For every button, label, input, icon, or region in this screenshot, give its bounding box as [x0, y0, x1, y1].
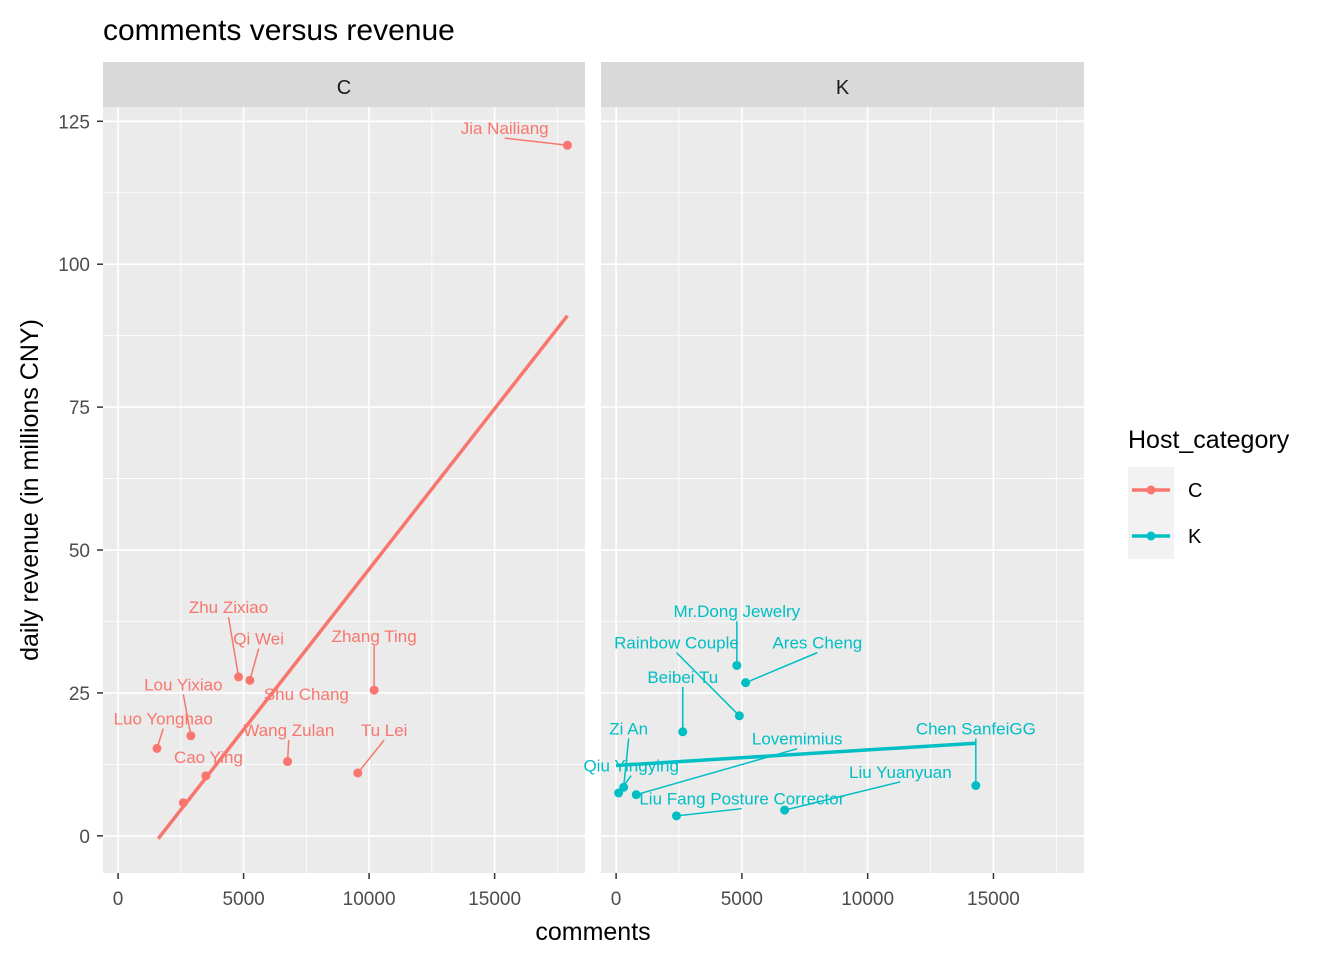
point-label: Mr.Dong Jewelry	[674, 602, 801, 621]
x-tick-label: 15000	[967, 889, 1020, 910]
data-point	[186, 731, 196, 741]
y-tick-label: 100	[58, 255, 90, 276]
point-label: Luo Yonghao	[114, 710, 213, 729]
label-segment	[504, 137, 568, 147]
point-label: Qi Wei	[233, 630, 284, 649]
point-label: Ares Cheng	[772, 634, 862, 653]
data-point	[178, 798, 188, 808]
y-tick-label: 50	[69, 541, 90, 562]
point-label: Zhu Zixiao	[189, 598, 268, 617]
data-point	[741, 678, 751, 688]
data-point	[732, 660, 742, 670]
label-segment	[636, 747, 798, 796]
data-point	[631, 790, 641, 800]
y-tick-label: 125	[58, 112, 90, 133]
data-point	[671, 811, 681, 821]
label-segment	[227, 617, 240, 678]
legend-title: Host_category	[1128, 426, 1290, 454]
trend-line	[615, 741, 976, 768]
label-segment	[676, 807, 742, 817]
trend-line	[156, 314, 569, 840]
point-label: Liu Fang Posture Corrector	[639, 790, 844, 809]
x-tick-label: 5000	[721, 889, 763, 910]
data-point	[614, 788, 624, 798]
point-label: Zi An	[609, 719, 648, 738]
data-point	[353, 768, 363, 778]
facet-strip	[601, 62, 1084, 107]
panel-background	[601, 107, 1084, 873]
panel-background	[103, 107, 585, 873]
x-tick-label: 15000	[468, 889, 521, 910]
data-point	[234, 672, 244, 682]
x-tick-label: 0	[113, 889, 124, 910]
x-tick-label: 10000	[343, 889, 396, 910]
facet-strip-label: C	[337, 77, 351, 99]
legend-label: K	[1188, 526, 1202, 548]
facet-strip	[103, 62, 585, 107]
x-axis-title: comments	[535, 918, 650, 946]
data-point	[283, 757, 293, 767]
legend-key-point	[1146, 531, 1156, 541]
point-label: Beibei Tu	[647, 668, 718, 687]
point-label: Liu Yuanyuan	[849, 763, 952, 782]
point-label: Chen SanfeiGG	[916, 719, 1036, 738]
data-point	[245, 675, 255, 685]
facet-strip-label: K	[836, 77, 850, 99]
x-tick-label: 0	[611, 889, 622, 910]
data-point	[152, 743, 162, 753]
y-tick-label: 75	[69, 398, 90, 419]
data-point	[780, 805, 790, 815]
legend: Host_category C K	[1128, 426, 1290, 559]
data-point	[369, 685, 379, 695]
point-label: Lovemimius	[752, 730, 843, 749]
label-segment	[182, 694, 192, 736]
data-point	[562, 140, 572, 150]
data-point	[971, 781, 981, 791]
point-label: Jia Nailiang	[461, 119, 549, 138]
y-axis-title: daily revenue (in millions CNY)	[16, 319, 44, 661]
label-segment	[784, 781, 901, 811]
point-label: Wang Zulan	[243, 721, 334, 740]
label-segment	[745, 651, 818, 684]
x-tick-label: 5000	[222, 889, 264, 910]
point-label: Lou Yixiao	[144, 675, 222, 694]
label-segment	[622, 738, 630, 788]
y-tick-label: 25	[69, 684, 90, 705]
point-label: Cao Ying	[174, 748, 243, 767]
data-point	[201, 771, 211, 781]
x-tick-label: 10000	[841, 889, 894, 910]
data-point	[678, 727, 688, 737]
point-label: Rainbow Couple	[614, 634, 739, 653]
label-segment	[249, 648, 260, 681]
data-point	[734, 711, 744, 721]
label-segment	[357, 739, 385, 774]
legend-key-point	[1146, 485, 1156, 495]
point-label: Shu Chang	[264, 685, 349, 704]
chart-title: comments versus revenue	[103, 14, 455, 47]
point-label: Tu Lei	[361, 721, 408, 740]
y-tick-label: 0	[79, 827, 90, 848]
label-segment	[675, 652, 740, 717]
point-label: Zhang Ting	[332, 627, 417, 646]
point-label: Qiu Yingying	[583, 757, 678, 776]
legend-label: C	[1188, 480, 1202, 502]
